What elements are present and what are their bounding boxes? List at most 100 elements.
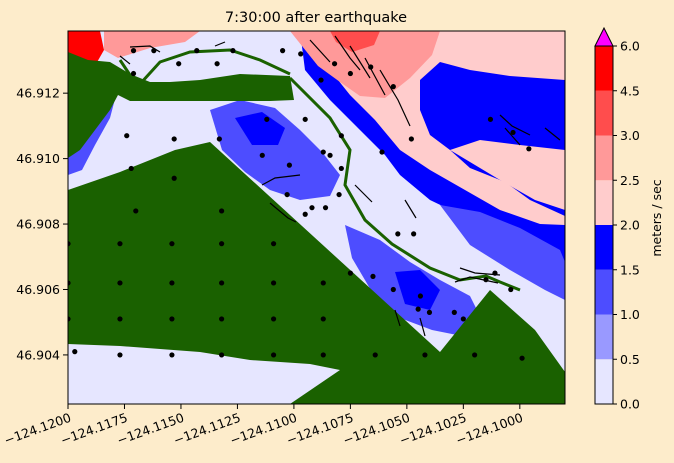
station-markers bbox=[68, 48, 532, 361]
station-marker bbox=[368, 64, 374, 70]
station-marker bbox=[302, 116, 308, 122]
station-marker bbox=[370, 273, 376, 279]
y-axis: 46.904 46.906 46.908 46.910 46.912 bbox=[16, 86, 68, 362]
station-marker bbox=[280, 48, 286, 54]
jetty bbox=[118, 48, 291, 87]
y-tick-label: 46.904 bbox=[16, 347, 60, 362]
colorbar-segment bbox=[595, 90, 613, 136]
station-marker bbox=[216, 136, 222, 142]
station-marker bbox=[483, 277, 489, 283]
station-marker bbox=[472, 352, 478, 358]
colorbar-label: meters / sec bbox=[649, 179, 664, 256]
y-tick-label: 46.912 bbox=[16, 86, 60, 101]
station-marker bbox=[322, 205, 329, 211]
station-marker bbox=[302, 211, 308, 217]
channel-fast-core bbox=[395, 270, 440, 310]
station-marker bbox=[460, 316, 466, 322]
station-marker bbox=[451, 309, 457, 315]
station-marker bbox=[417, 293, 424, 299]
colorbar-segment bbox=[595, 314, 613, 360]
station-marker bbox=[379, 149, 385, 155]
colorbar-extend-arrow bbox=[594, 26, 614, 47]
station-marker bbox=[336, 191, 342, 198]
colorbar-tick-label: 4.5 bbox=[620, 83, 640, 98]
station-marker bbox=[169, 241, 175, 247]
harbor-fast-core bbox=[235, 112, 285, 145]
colorbar-segment bbox=[595, 180, 613, 225]
station-marker bbox=[331, 61, 338, 67]
station-marker bbox=[327, 152, 333, 158]
station-marker bbox=[219, 352, 225, 358]
station-marker bbox=[320, 149, 326, 155]
flow-streaks bbox=[119, 35, 561, 337]
station-marker bbox=[309, 205, 315, 211]
colorbar-segment bbox=[595, 225, 613, 270]
pink-lower-region bbox=[450, 140, 565, 210]
orange-region bbox=[290, 31, 440, 98]
station-marker bbox=[426, 309, 433, 315]
station-marker bbox=[169, 280, 175, 286]
station-marker bbox=[508, 286, 514, 293]
y-tick-label: 46.910 bbox=[16, 151, 60, 166]
x-axis: −124.1200−124.1175−124.1150−124.1125−124… bbox=[2, 404, 525, 448]
station-marker bbox=[259, 152, 265, 158]
land-peninsula bbox=[68, 52, 294, 158]
station-marker bbox=[124, 133, 130, 139]
chart-title: 7:30:00 after earthquake bbox=[225, 10, 407, 26]
station-marker bbox=[72, 349, 78, 355]
station-marker bbox=[68, 241, 71, 247]
station-marker bbox=[68, 280, 71, 286]
land-mass bbox=[68, 142, 565, 404]
colorbar-tick-label: 0.5 bbox=[620, 352, 640, 367]
red-region bbox=[330, 31, 380, 52]
station-marker bbox=[372, 352, 378, 358]
colorbar-segment bbox=[595, 269, 613, 315]
station-marker bbox=[320, 316, 326, 322]
station-marker bbox=[270, 241, 277, 247]
station-marker bbox=[526, 146, 532, 152]
station-marker bbox=[286, 162, 292, 168]
station-marker bbox=[133, 208, 139, 214]
station-marker bbox=[264, 116, 270, 122]
station-marker bbox=[347, 70, 353, 77]
colorbar-tick-label: 2.5 bbox=[620, 173, 640, 188]
station-marker bbox=[219, 241, 225, 247]
station-marker bbox=[284, 191, 290, 198]
station-marker bbox=[117, 241, 123, 247]
station-marker bbox=[320, 280, 326, 286]
colorbar-tick-label: 0.0 bbox=[620, 397, 640, 412]
station-marker bbox=[390, 286, 396, 293]
station-marker bbox=[128, 165, 134, 172]
y-tick-label: 46.908 bbox=[16, 217, 60, 232]
station-marker bbox=[422, 352, 428, 358]
colorbar-segment bbox=[595, 135, 613, 181]
station-marker bbox=[176, 61, 182, 67]
station-marker bbox=[411, 231, 417, 237]
station-marker bbox=[408, 136, 414, 142]
station-marker bbox=[270, 316, 277, 322]
plot-area bbox=[68, 31, 565, 404]
station-marker bbox=[151, 48, 157, 54]
station-marker bbox=[214, 61, 220, 67]
station-marker bbox=[415, 306, 421, 312]
station-marker bbox=[492, 270, 498, 276]
station-marker bbox=[219, 316, 225, 322]
station-marker bbox=[68, 316, 71, 322]
station-marker bbox=[219, 280, 225, 286]
plot-frame bbox=[67, 30, 566, 405]
station-marker bbox=[519, 355, 525, 361]
station-marker bbox=[130, 48, 137, 54]
station-marker bbox=[338, 165, 344, 172]
station-marker bbox=[171, 136, 177, 142]
station-marker bbox=[338, 133, 344, 139]
colorbar-tick-label: 6.0 bbox=[620, 39, 640, 54]
colorbar-segment bbox=[595, 46, 613, 91]
colorbar-tick-label: 3.0 bbox=[620, 128, 640, 143]
station-marker bbox=[194, 48, 200, 54]
station-marker bbox=[510, 129, 516, 136]
station-marker bbox=[219, 208, 225, 214]
station-marker bbox=[320, 352, 326, 358]
station-marker bbox=[169, 316, 175, 322]
station-marker bbox=[395, 231, 401, 237]
